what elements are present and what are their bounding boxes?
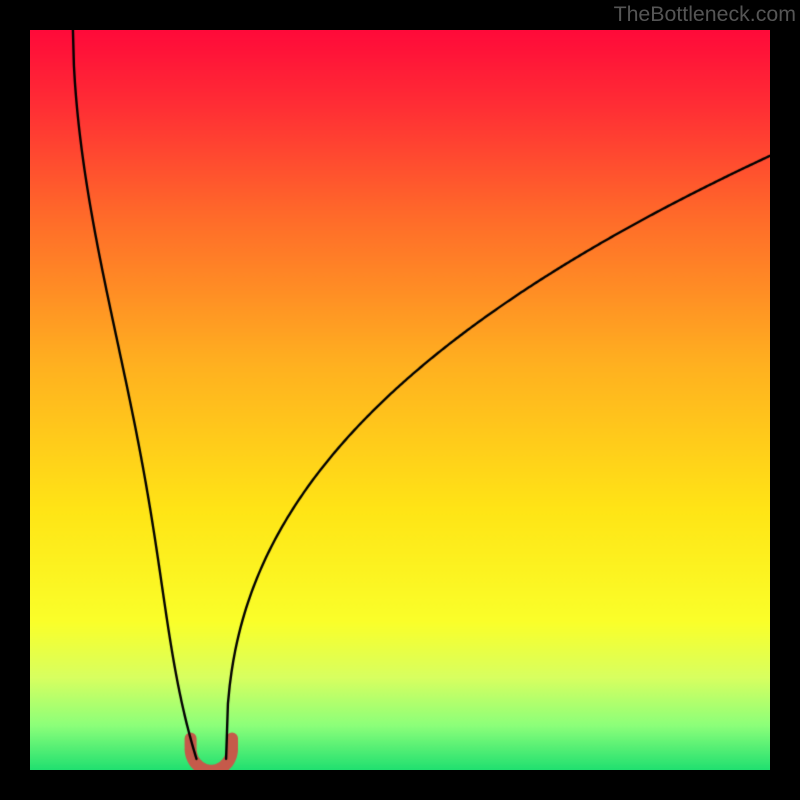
figure-root: TheBottleneck.com [0, 0, 800, 800]
source-watermark: TheBottleneck.com [614, 0, 796, 28]
plot-area [30, 30, 770, 770]
curve-layer [30, 30, 770, 770]
